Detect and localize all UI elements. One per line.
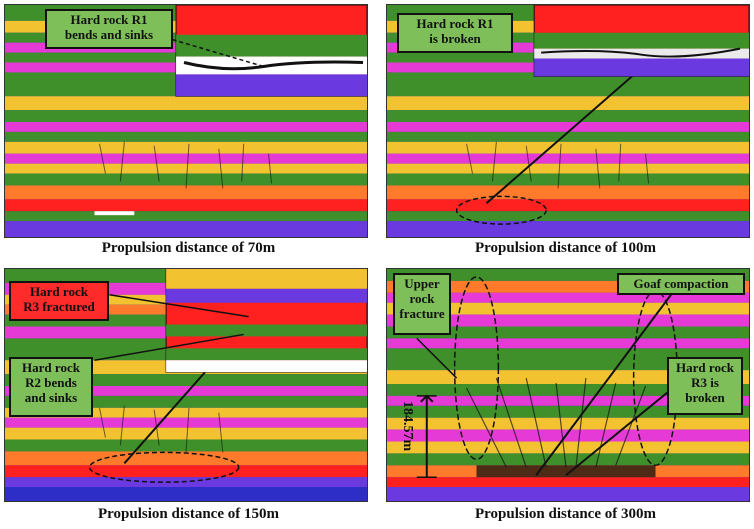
label-goaf-compaction: Goaf compaction	[617, 273, 745, 295]
label-r3-broken: Hard rock R3 is broken	[667, 357, 743, 415]
label-r3-fractured: Hard rock R3 fractured	[9, 281, 109, 321]
label-r1-broken: Hard rock R1 is broken	[397, 13, 513, 53]
caption-300m: Propulsion distance of 300m	[475, 506, 656, 522]
label-r1-bends: Hard rock R1 bends and sinks	[45, 9, 173, 49]
panel-300m: Upper rock fracture Goaf compaction Hard…	[386, 268, 750, 502]
dimension-label: 184.57m	[400, 401, 415, 452]
panel-100m: Hard rock R1 is broken	[386, 4, 750, 238]
panel-150m: Hard rock R3 fractured Hard rock R2 bend…	[4, 268, 368, 502]
label-upper-rock-fracture: Upper rock fracture	[393, 273, 451, 335]
strata-image-150m	[5, 269, 367, 501]
caption-70m: Propulsion distance of 70m	[101, 240, 276, 256]
strata-image-70m	[5, 5, 367, 237]
panel-70m: Hard rock R1 bends and sinks	[4, 4, 368, 238]
caption-150m: Propulsion distance of 150m	[98, 506, 279, 522]
label-r2-bends: Hard rock R2 bends and sinks	[9, 357, 93, 417]
caption-100m: Propulsion distance of 100m	[475, 240, 656, 256]
strata-image-300m	[387, 269, 749, 501]
